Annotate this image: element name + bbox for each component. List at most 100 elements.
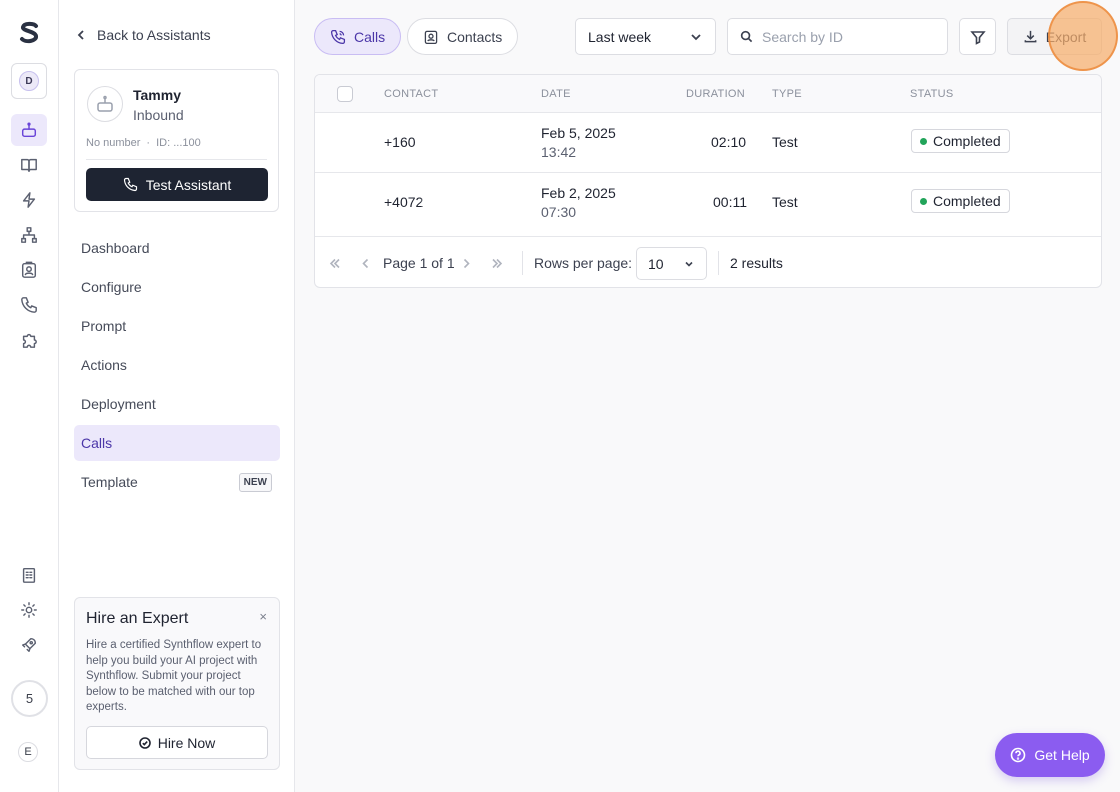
duration-cell: 00:11 [713,194,747,210]
puzzle-icon[interactable] [11,324,47,356]
nav-item-deployment[interactable]: Deployment [74,386,280,422]
divider [718,251,719,275]
credits-counter[interactable]: 5 [11,680,48,717]
bolt-icon[interactable] [11,184,47,216]
status-dot [920,137,927,145]
hire-expert-card: Hire an Expert × Hire a certified Synthf… [74,597,280,770]
workspace-avatar: D [19,71,39,91]
column-header-type[interactable]: TYPE [772,88,802,100]
type-cell: Test [772,134,798,150]
contact-cell: +4072 [384,194,424,210]
search-icon [740,30,753,43]
first-page-icon[interactable] [328,257,341,270]
check-circle-icon [138,736,151,749]
tab-calls[interactable]: Calls [314,18,402,55]
column-header-duration[interactable]: DURATION [686,88,746,100]
assistant-meta: No number · ID: ...100 [86,137,201,149]
get-help-button[interactable]: Get Help [995,733,1105,777]
column-header-contact[interactable]: CONTACT [384,88,439,100]
date-range-value: Last week [588,28,652,45]
select-all-checkbox[interactable] [337,86,353,102]
results-count: 2 results [730,255,783,271]
assistant-direction: Inbound [133,107,184,123]
contact-icon[interactable] [11,254,47,286]
status-dot [920,197,927,205]
table-row[interactable]: +4072 Feb 2, 2025 07:30 00:11 Test Compl… [315,173,1101,237]
rows-per-page-label: Rows per page: [534,255,633,271]
assistant-card: Tammy Inbound No number · ID: ...100 Tes… [74,69,279,212]
synthflow-logo-icon[interactable] [16,20,42,46]
previous-page-icon[interactable] [359,257,372,270]
workspace-switcher[interactable]: D [11,63,47,99]
status-badge: Completed [911,129,1010,153]
next-page-icon[interactable] [460,257,473,270]
hire-now-button[interactable]: Hire Now [86,726,268,759]
type-cell: Test [772,194,798,210]
hire-title: Hire an Expert [86,610,189,627]
hire-now-label: Hire Now [157,734,216,751]
nav-item-template[interactable]: Template NEW [74,464,280,500]
contact-icon [424,30,438,44]
column-header-date[interactable]: DATE [541,88,571,100]
nav-label: Template [81,474,138,490]
time-cell: 13:42 [541,144,577,160]
assistant-sidebar: Back to Assistants Tammy Inbound No numb… [59,0,295,792]
date-range-select[interactable]: Last week [575,18,716,55]
calls-table: CONTACT DATE DURATION TYPE STATUS +160 F… [314,74,1102,288]
rows-per-page-select[interactable]: 10 [636,247,707,280]
book-icon[interactable] [11,149,47,181]
download-icon [1024,30,1037,43]
status-label: Completed [933,193,1001,209]
filter-button[interactable] [959,18,996,55]
phone-icon[interactable] [11,289,47,321]
rocket-icon[interactable] [11,629,47,661]
nav-item-dashboard[interactable]: Dashboard [74,230,280,266]
test-assistant-label: Test Assistant [145,176,232,193]
redaction-mask [415,131,490,153]
time-cell: 07:30 [541,204,577,220]
assistant-icon[interactable] [11,114,47,146]
back-label: Back to Assistants [97,27,211,43]
search-input[interactable] [762,28,932,45]
nav-item-actions[interactable]: Actions [74,347,280,383]
nav-label: Configure [81,279,142,295]
export-button[interactable]: Export [1007,18,1102,55]
gear-icon[interactable] [11,594,47,626]
page-indicator: Page 1 of 1 [383,255,455,271]
redaction-mask [421,191,506,213]
pagination-bar: Page 1 of 1 Rows per page: 10 2 results [315,237,1101,287]
back-to-assistants-link[interactable]: Back to Assistants [75,27,211,43]
sitemap-icon[interactable] [11,219,47,251]
user-avatar[interactable]: E [18,742,38,762]
table-header: CONTACT DATE DURATION TYPE STATUS [315,75,1101,113]
building-icon[interactable] [11,559,47,591]
contact-cell: +160 [384,134,416,150]
table-row[interactable]: +160 Feb 5, 2025 13:42 02:10 Test Comple… [315,113,1101,173]
assistant-name: Tammy [133,87,181,103]
nav-item-prompt[interactable]: Prompt [74,308,280,344]
assistant-nav: Dashboard Configure Prompt Actions Deplo… [74,230,280,503]
nav-label: Calls [81,435,113,451]
tab-label: Contacts [447,28,503,45]
search-box[interactable] [727,18,948,55]
phone-icon [330,29,346,44]
card-divider [86,159,267,160]
filter-icon [969,30,986,45]
column-header-status[interactable]: STATUS [910,88,954,100]
assistant-id[interactable]: ID: ...100 [156,137,201,149]
icon-rail: D 5 E [0,0,59,792]
nav-item-calls[interactable]: Calls [74,425,280,461]
chevron-down-icon [691,33,701,40]
export-label: Export [1045,28,1087,45]
assistant-avatar [87,86,123,122]
get-help-label: Get Help [1034,747,1090,763]
status-label: Completed [933,133,1001,149]
divider [522,251,523,275]
close-icon[interactable]: × [259,609,267,624]
last-page-icon[interactable] [491,257,504,270]
nav-item-configure[interactable]: Configure [74,269,280,305]
phone-icon [123,177,137,192]
test-assistant-button[interactable]: Test Assistant [86,168,268,201]
tab-contacts[interactable]: Contacts [407,18,519,55]
nav-label: Actions [81,357,127,373]
